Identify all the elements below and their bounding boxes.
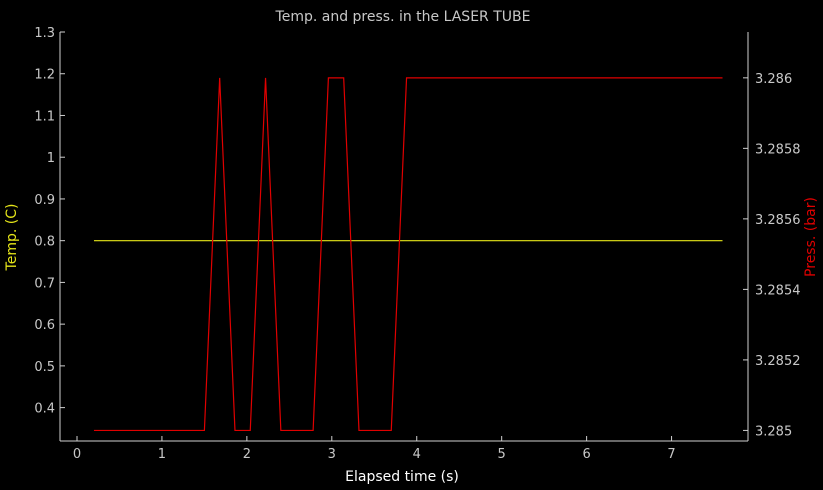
y-right-tick-label: 3.2852 [755, 354, 801, 369]
y-left-axis-ticks: 0.4 0.5 0.6 0.7 0.8 0.9 1 1.1 1.2 1.3 [34, 26, 65, 417]
y-left-tick-label: 0.8 [34, 235, 55, 250]
series-group [93, 77, 723, 432]
x-axis-ticks: 0 1 2 3 4 5 6 7 [73, 436, 676, 462]
y-left-tick-label: 0.4 [34, 402, 55, 417]
y-left-tick-label: 0.7 [34, 276, 55, 291]
x-tick-label: 2 [243, 447, 251, 462]
y-right-axis-label: Press. (bar) [803, 197, 819, 277]
x-tick-label: 3 [328, 447, 336, 462]
y-left-tick-label: 1 [47, 151, 55, 166]
y-right-tick-label: 3.2856 [755, 213, 801, 228]
y-left-tick-label: 0.9 [34, 193, 55, 208]
y-left-tick-label: 1.3 [34, 26, 55, 41]
x-tick-label: 6 [582, 447, 590, 462]
y-left-tick-label: 1.1 [34, 109, 55, 124]
y-left-tick-label: 1.2 [34, 68, 55, 83]
chart-title: Temp. and press. in the LASER TUBE [275, 9, 531, 25]
y-left-tick-label: 0.5 [34, 360, 55, 375]
pressure-series-line [93, 77, 723, 432]
x-tick-label: 0 [73, 447, 81, 462]
y-right-tick-label: 3.286 [755, 72, 792, 87]
x-tick-label: 5 [498, 447, 506, 462]
y-left-axis-label: Temp. (C) [4, 204, 20, 272]
x-axis-label: Elapsed time (s) [345, 469, 459, 485]
y-left-tick-label: 0.6 [34, 318, 55, 333]
x-tick-label: 4 [413, 447, 421, 462]
x-tick-label: 7 [667, 447, 675, 462]
y-right-tick-label: 3.2858 [755, 142, 801, 157]
x-tick-label: 1 [158, 447, 166, 462]
y-right-axis-ticks: 3.285 3.2852 3.2854 3.2856 3.2858 3.286 [743, 72, 801, 439]
y-right-tick-label: 3.2854 [755, 283, 801, 298]
y-right-tick-label: 3.285 [755, 424, 792, 439]
